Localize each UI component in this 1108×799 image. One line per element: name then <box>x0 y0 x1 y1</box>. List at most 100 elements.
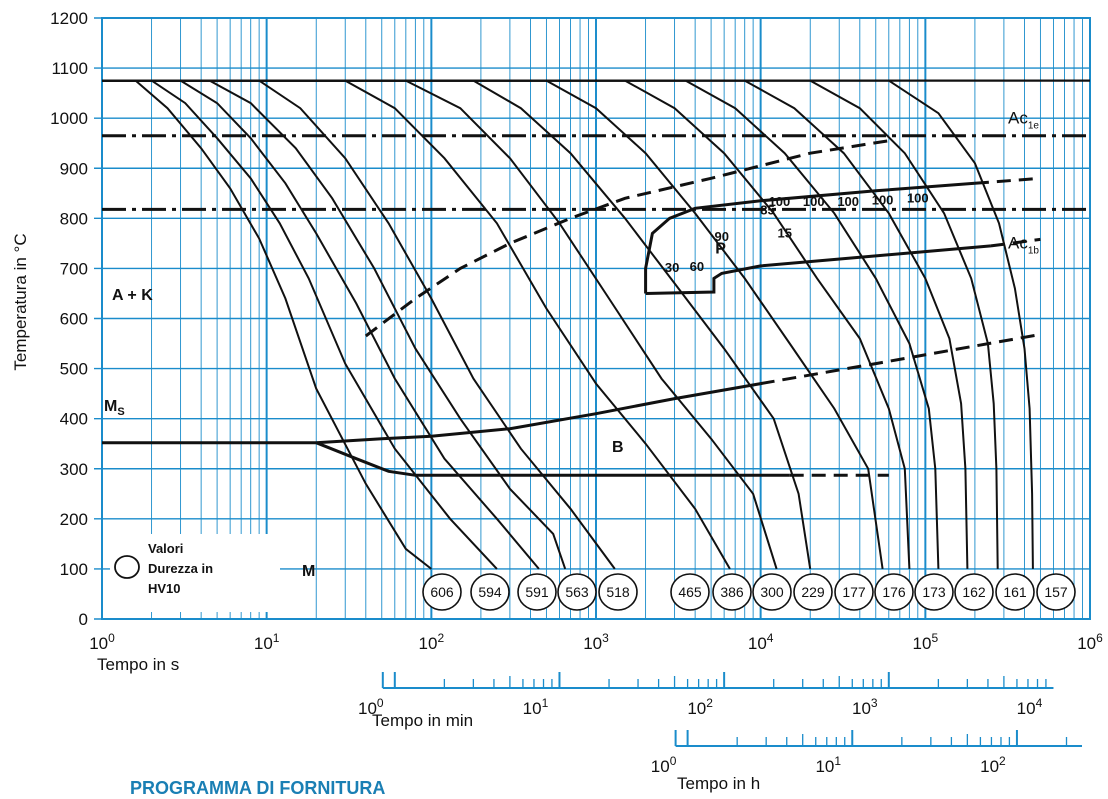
cooling-curve <box>102 79 812 570</box>
phase-percentage-label: 30 <box>665 260 679 275</box>
curves <box>102 79 1090 570</box>
hardness-value: 177 <box>842 584 866 600</box>
boundary-ferrite-carbide-start <box>364 139 890 338</box>
region-label-martensite: M <box>302 563 315 580</box>
hardness-value: 157 <box>1044 584 1068 600</box>
cooling-curve <box>102 79 999 569</box>
x-tick-label-minutes: 101 <box>523 696 549 718</box>
hardness-value: 300 <box>760 584 784 600</box>
y-tick-label: 200 <box>60 510 88 529</box>
hardness-value: 518 <box>606 584 630 600</box>
hardness-value: 161 <box>1003 584 1027 600</box>
phase-percentage-label: 85 <box>760 202 774 217</box>
x-tick-label-seconds: 101 <box>254 631 280 653</box>
region-label-pearlite: P <box>715 240 726 257</box>
x-axis-title-minutes: Tempo in min <box>372 711 473 730</box>
cooling-curve <box>102 79 567 570</box>
y-tick-label: 900 <box>60 159 88 178</box>
phase-percentage-label: 60 <box>690 259 704 274</box>
boundary-pearlite-start-dashed <box>974 176 1041 185</box>
x-tick-label-minutes: 104 <box>1017 696 1043 718</box>
hardness-value: 563 <box>565 584 589 600</box>
hardness-circle <box>517 573 557 611</box>
hardness-circle <box>752 573 792 611</box>
hardness-value: 229 <box>801 584 825 600</box>
ac-label: Ac1e <box>1008 109 1039 132</box>
cooling-curve <box>102 79 778 570</box>
footer-heading: PROGRAMMA DI FORNITURA <box>130 778 386 798</box>
cooling-curve <box>102 79 911 569</box>
cooling-curve <box>102 79 498 570</box>
hardness-value: 465 <box>678 584 702 600</box>
phase-percentage-label: 100 <box>837 194 859 209</box>
hardness-circle <box>874 573 914 611</box>
y-tick-label: 500 <box>60 360 88 379</box>
hardness-value: 162 <box>962 584 986 600</box>
hardness-circle <box>422 573 462 611</box>
hardness-circle <box>834 573 874 611</box>
y-tick-label: 600 <box>60 310 88 329</box>
y-axis-title: Temperatura in °C <box>11 233 30 370</box>
hardness-circle <box>793 573 833 611</box>
y-tick-label: 1200 <box>50 9 88 28</box>
y-tick-label: 700 <box>60 259 88 278</box>
y-tick-label: 1100 <box>51 59 88 78</box>
cooling-curve <box>102 79 540 570</box>
hardness-circle <box>470 573 510 611</box>
x-tick-label-minutes: 102 <box>687 696 713 718</box>
x-tick-label-seconds: 102 <box>419 631 445 653</box>
phase-percentage-label: 90 <box>714 229 728 244</box>
hardness-circle <box>557 573 597 611</box>
cooling-curve <box>102 79 731 570</box>
hardness-value: 606 <box>430 584 454 600</box>
cooling-curve <box>102 79 616 570</box>
hardness-circle <box>954 573 994 611</box>
y-tick-label: 300 <box>60 460 88 479</box>
phase-percentage-label: 100 <box>907 190 929 205</box>
cooling-curve <box>102 79 969 569</box>
legend-circle <box>114 555 140 579</box>
legend-box <box>110 534 280 612</box>
cooling-curve <box>102 79 884 570</box>
cooling-curve <box>102 79 940 569</box>
boundary-bainite-upper-dashed <box>760 333 1041 386</box>
x-tick-label-minutes: 103 <box>852 696 878 718</box>
legend-text-line: Valori <box>148 541 183 556</box>
x-tick-label-seconds: 100 <box>89 631 115 653</box>
hardness-circle <box>598 573 638 611</box>
hardness-value: 176 <box>882 584 906 600</box>
x-axis-title-hours: Tempo in h <box>677 774 760 793</box>
x-axis-title-seconds: Tempo in s <box>97 655 179 674</box>
hardness-circle <box>995 573 1035 611</box>
hardness-value: 594 <box>478 584 502 600</box>
x-tick-label-seconds: 103 <box>583 631 609 653</box>
region-label-ms: MS <box>104 398 125 418</box>
y-tick-label: 0 <box>79 610 88 629</box>
x-tick-label-hours: 100 <box>651 754 677 776</box>
phase-percentage-label: 15 <box>777 225 791 240</box>
phase-percentage-label: 100 <box>872 192 894 207</box>
y-tick-label: 400 <box>60 410 88 429</box>
x-tick-label-seconds: 104 <box>748 631 774 653</box>
hardness-legend: Valori Durezza in HV10 <box>110 534 280 612</box>
phase-percentage-label: 100 <box>769 194 791 209</box>
hardness-value: 386 <box>720 584 744 600</box>
cooling-curve <box>102 79 1034 569</box>
hardness-circle <box>1036 573 1076 611</box>
cooling-curve <box>102 79 432 570</box>
x-tick-label-hours: 102 <box>980 754 1006 776</box>
legend-text-line: Durezza in <box>148 561 213 576</box>
boundary-pearlite-start <box>644 181 976 294</box>
region-label-austenite-carbide: A + K <box>112 287 153 304</box>
legend-text-line: HV10 <box>148 581 181 596</box>
labels: 0100200300400500600700800900100011001200… <box>50 9 1103 776</box>
boundary-pearlite-finish-dashed <box>990 237 1041 248</box>
ac-label: Ac1b <box>1008 233 1039 256</box>
hardness-circle <box>712 573 752 611</box>
hardness-value: 591 <box>525 584 549 600</box>
y-tick-label: 800 <box>60 209 88 228</box>
x-tick-label-seconds: 106 <box>1077 631 1103 653</box>
y-tick-label: 100 <box>60 560 88 579</box>
region-label-bainite: B <box>612 439 624 456</box>
